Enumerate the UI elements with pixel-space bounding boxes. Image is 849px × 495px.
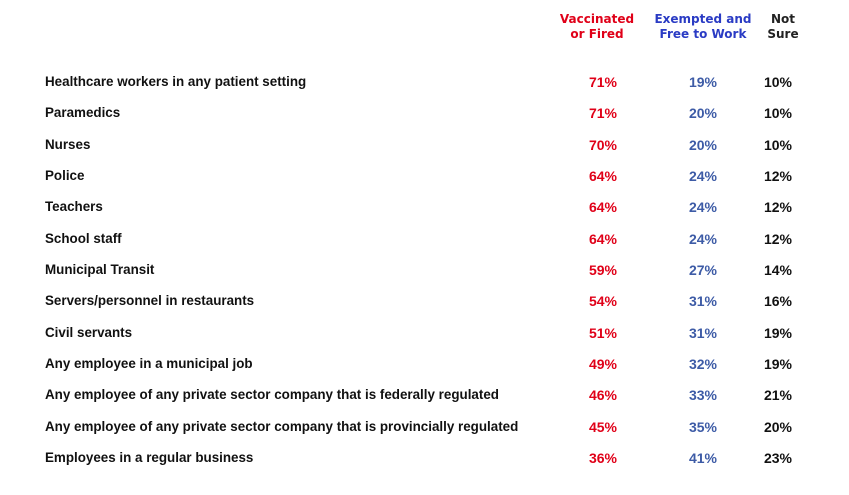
- column-header: Vaccinated: [559, 12, 635, 26]
- column-header: Sure: [767, 27, 799, 41]
- cell-value: 10%: [763, 105, 793, 122]
- row-label: School staff: [45, 230, 122, 246]
- cell-value: 36%: [588, 449, 618, 466]
- cell-value: 12%: [763, 167, 793, 184]
- cell-value: 20%: [763, 418, 793, 435]
- cell-value: 31%: [688, 324, 718, 341]
- cell-value: 51%: [588, 324, 618, 341]
- cell-value: 35%: [688, 418, 718, 435]
- cell-value: 31%: [688, 293, 718, 310]
- cell-value: 10%: [763, 74, 793, 90]
- cell-value: 19%: [763, 324, 793, 341]
- cell-value: 33%: [688, 387, 718, 404]
- cell-value: 54%: [588, 293, 618, 310]
- cell-value: 19%: [688, 74, 718, 90]
- row-label: Any employee of any private sector compa…: [45, 387, 499, 403]
- row-label: Civil servants: [45, 324, 133, 340]
- cell-value: 45%: [588, 418, 618, 435]
- cell-value: 64%: [588, 230, 618, 247]
- cell-value: 12%: [763, 230, 793, 247]
- cell-value: 20%: [688, 105, 718, 122]
- row-label: Healthcare workers in any patient settin…: [45, 74, 307, 89]
- row-label: Any employee in a municipal job: [45, 355, 253, 371]
- cell-value: 10%: [763, 136, 793, 153]
- cell-value: 70%: [588, 136, 618, 153]
- cell-value: 19%: [763, 355, 793, 372]
- cell-value: 64%: [588, 199, 618, 216]
- cell-value: 24%: [688, 230, 718, 247]
- column-header: or Fired: [570, 27, 624, 41]
- column-header: Exempted and: [654, 12, 752, 26]
- cell-value: 21%: [763, 387, 793, 404]
- cell-value: 71%: [588, 105, 618, 122]
- cell-value: 32%: [688, 355, 718, 372]
- cell-value: 41%: [688, 449, 718, 466]
- cell-value: 27%: [688, 261, 718, 278]
- cell-value: 12%: [763, 199, 793, 216]
- row-label: Paramedics: [45, 105, 121, 121]
- cell-value: 24%: [688, 199, 718, 216]
- cell-value: 71%: [588, 74, 618, 90]
- cell-value: 23%: [763, 449, 793, 466]
- row-label: Servers/personnel in restaurants: [45, 293, 255, 309]
- cell-value: 24%: [688, 167, 718, 184]
- cell-value: 46%: [588, 387, 618, 404]
- cell-value: 49%: [588, 355, 618, 372]
- column-header: Free to Work: [659, 27, 747, 41]
- row-label: Employees in a regular business: [45, 449, 254, 465]
- row-label: Nurses: [45, 136, 91, 152]
- row-label: Teachers: [45, 199, 103, 215]
- row-label: Municipal Transit: [45, 261, 155, 277]
- cell-value: 16%: [763, 293, 793, 310]
- row-label: Any employee of any private sector compa…: [45, 418, 519, 434]
- cell-value: 64%: [588, 167, 618, 184]
- cell-value: 20%: [688, 136, 718, 153]
- cell-value: 14%: [763, 261, 793, 278]
- cell-value: 59%: [588, 261, 618, 278]
- column-header: Not: [770, 12, 796, 26]
- row-label: Police: [45, 167, 85, 183]
